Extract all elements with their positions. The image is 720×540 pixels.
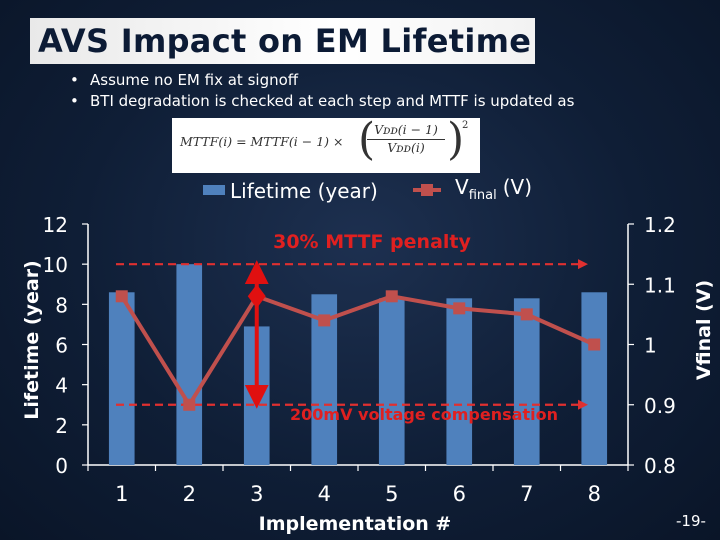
formula-left-paren: ( bbox=[358, 114, 376, 165]
y-tick-label: 12 bbox=[43, 213, 68, 237]
line-point bbox=[588, 338, 601, 351]
page-number: -19- bbox=[676, 512, 706, 530]
x-axis-label: Implementation # bbox=[259, 513, 452, 535]
legend-line-marker bbox=[421, 184, 433, 196]
formula-denominator: Vᴅᴅ(i) bbox=[387, 140, 425, 155]
bar bbox=[378, 298, 405, 465]
y-tick-label: 8 bbox=[55, 293, 68, 317]
x-tick-label: 8 bbox=[588, 482, 601, 506]
title-banner: AVS Impact on EM Lifetime bbox=[30, 18, 535, 64]
vfinal-line bbox=[120, 293, 596, 409]
formula-numerator: Vᴅᴅ(i − 1) bbox=[367, 122, 445, 140]
line-point bbox=[453, 302, 466, 315]
chart-annotations: 30% MTTF penalty 200mV voltage compensat… bbox=[273, 231, 558, 424]
reference-line-arrow bbox=[578, 399, 588, 410]
x-tick-label: 3 bbox=[250, 482, 263, 506]
legend-line-label: Vfinal (V) bbox=[455, 175, 532, 203]
y2-tick-label: 1 bbox=[644, 334, 657, 358]
y-tick-label: 10 bbox=[43, 253, 68, 277]
y2-tick-label: 0.9 bbox=[644, 394, 676, 418]
line-point bbox=[318, 314, 331, 327]
y2-tick-label: 1.2 bbox=[644, 213, 676, 237]
x-tick-label: 6 bbox=[453, 482, 466, 506]
bar-series bbox=[108, 264, 608, 465]
reference-line-arrow bbox=[578, 259, 588, 270]
chart-legend: Lifetime (year) Vfinal (V) bbox=[203, 175, 532, 203]
x-tick-label: 2 bbox=[183, 482, 196, 506]
mttf-formula: MTTF(i) = MTTF(i − 1) × ( Vᴅᴅ(i − 1) Vᴅᴅ… bbox=[172, 114, 480, 173]
y-tick-label: 4 bbox=[55, 374, 68, 398]
x-tick-label: 5 bbox=[385, 482, 398, 506]
y-tick-label: 2 bbox=[55, 414, 68, 438]
formula-exponent: 2 bbox=[462, 120, 469, 131]
voltage-compensation-label: 200mV voltage compensation bbox=[290, 405, 558, 424]
legend-bar-label: Lifetime (year) bbox=[230, 179, 378, 203]
y-tick-label: 6 bbox=[55, 334, 68, 358]
x-tick-label: 7 bbox=[520, 482, 533, 506]
bullet-text-1: Assume no EM fix at signoff bbox=[90, 71, 299, 89]
bar bbox=[446, 298, 473, 465]
y2-axis-label: Vfinal (V) bbox=[693, 280, 715, 380]
bullet-item: • Assume no EM fix at signoff bbox=[70, 71, 299, 89]
bar bbox=[581, 292, 608, 465]
mttf-penalty-label: 30% MTTF penalty bbox=[273, 231, 471, 253]
line-point bbox=[115, 290, 128, 303]
bullet-text-2: BTI degradation is checked at each step … bbox=[90, 92, 575, 110]
slide-title: AVS Impact on EM Lifetime bbox=[38, 22, 532, 60]
bullet-list: • Assume no EM fix at signoff • BTI degrad… bbox=[70, 70, 574, 112]
line-series bbox=[115, 284, 601, 411]
formula-fraction: Vᴅᴅ(i − 1) Vᴅᴅ(i) bbox=[367, 122, 445, 155]
line-point bbox=[247, 284, 266, 309]
y-tick-label: 0 bbox=[55, 454, 68, 478]
bullet-item: • BTI degradation is checked at each step… bbox=[70, 92, 575, 110]
legend-bar-swatch bbox=[203, 185, 225, 195]
formula-lhs: MTTF(i) = MTTF(i − 1) × bbox=[180, 134, 344, 149]
bar bbox=[108, 292, 135, 465]
x-tick-label: 1 bbox=[115, 482, 128, 506]
line-point bbox=[183, 398, 196, 411]
y-axis-label: Lifetime (year) bbox=[21, 260, 43, 420]
bar bbox=[513, 298, 540, 465]
y2-tick-label: 0.8 bbox=[644, 454, 676, 478]
bar bbox=[176, 264, 203, 465]
formula-right-paren: ) bbox=[447, 114, 465, 165]
line-point bbox=[520, 308, 533, 321]
line-point bbox=[385, 290, 398, 303]
x-tick-label: 4 bbox=[318, 482, 331, 506]
y2-tick-label: 1.1 bbox=[644, 273, 676, 297]
